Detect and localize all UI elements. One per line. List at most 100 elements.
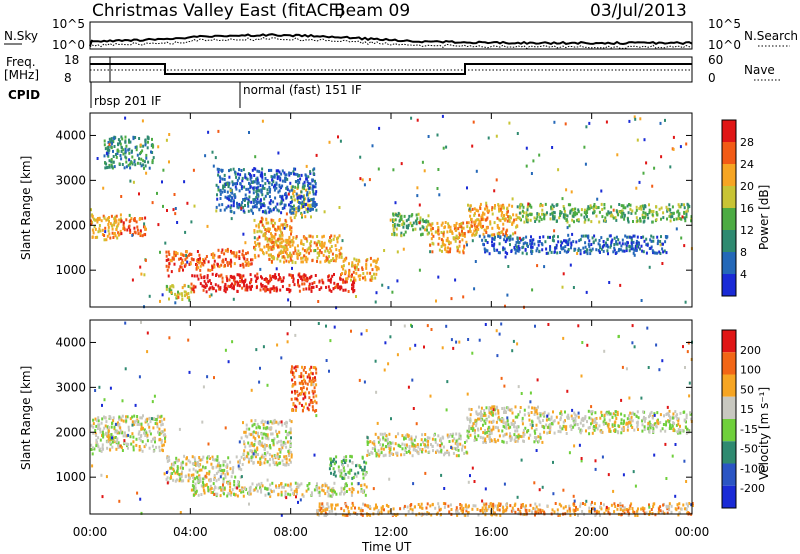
velocity-echo-cell bbox=[290, 397, 293, 401]
power-echo-cell bbox=[225, 275, 228, 279]
power-echo-cell bbox=[301, 247, 304, 251]
velocity-echo-cell bbox=[528, 413, 531, 417]
power-echo-cell bbox=[460, 225, 463, 229]
power-echo-cell bbox=[277, 273, 280, 277]
power-echo-cell bbox=[652, 235, 655, 239]
velocity-echo-cell bbox=[480, 413, 483, 416]
power-noise-cell bbox=[561, 197, 564, 201]
velocity-echo-cell bbox=[144, 420, 147, 424]
power-echo-cell bbox=[288, 283, 291, 287]
power-echo-cell bbox=[205, 290, 208, 294]
power-echo-cell bbox=[278, 277, 281, 281]
power-echo-cell bbox=[276, 202, 279, 206]
power-echo-cell bbox=[256, 178, 259, 182]
power-echo-cell bbox=[340, 255, 343, 259]
power-echo-cell bbox=[134, 145, 137, 149]
power-noise-cell bbox=[450, 297, 453, 301]
power-echo-cell bbox=[477, 209, 480, 213]
power-echo-cell bbox=[242, 263, 244, 267]
velocity-echo-cell bbox=[250, 441, 253, 445]
power-echo-cell bbox=[90, 219, 92, 223]
power-echo-cell bbox=[641, 213, 644, 217]
velocity-echo-cell bbox=[245, 454, 248, 458]
power-echo-cell bbox=[185, 250, 188, 254]
power-echo-cell bbox=[107, 151, 110, 155]
power-echo-cell bbox=[129, 219, 132, 223]
power-echo-cell bbox=[352, 270, 355, 274]
velocity-echo-cell bbox=[272, 441, 275, 445]
velocity-echo-cell bbox=[180, 466, 183, 470]
velocity-echo-cell bbox=[106, 440, 109, 444]
power-echo-cell bbox=[609, 214, 612, 218]
power-echo-cell bbox=[127, 148, 130, 152]
power-echo-cell bbox=[679, 205, 682, 209]
velocity-echo-cell bbox=[233, 480, 236, 483]
power-echo-cell bbox=[630, 241, 633, 245]
power-echo-cell bbox=[288, 173, 291, 177]
velocity-echo-cell bbox=[466, 416, 469, 420]
power-echo-cell bbox=[256, 237, 259, 241]
power-echo-cell bbox=[479, 207, 482, 210]
velocity-echo-cell bbox=[312, 380, 315, 384]
power-echo-cell bbox=[301, 200, 304, 204]
power-echo-cell bbox=[297, 249, 300, 253]
velocity-echo-cell bbox=[296, 482, 299, 486]
velocity-echo-cell bbox=[194, 491, 197, 494]
velocity-echo-cell bbox=[188, 468, 191, 472]
power-noise-cell bbox=[258, 235, 261, 239]
power-echo-cell bbox=[230, 195, 233, 199]
power-echo-cell bbox=[133, 219, 136, 223]
velocity-echo-cell bbox=[292, 491, 295, 495]
power-echo-cell bbox=[312, 178, 314, 182]
power-echo-cell bbox=[315, 208, 318, 212]
power-echo-cell bbox=[606, 213, 609, 217]
velocity-echo-cell bbox=[559, 418, 562, 422]
velocity-echo-cell bbox=[315, 401, 318, 405]
power-echo-cell bbox=[284, 191, 287, 195]
power-echo-cell bbox=[595, 205, 598, 209]
velocity-echo-cell bbox=[530, 411, 533, 414]
velocity-echo-cell bbox=[459, 437, 462, 441]
velocity-echo-cell bbox=[135, 443, 138, 447]
power-echo-cell bbox=[334, 259, 337, 263]
power-echo-cell bbox=[94, 227, 97, 231]
power-echo-cell bbox=[355, 258, 358, 262]
power-echo-cell bbox=[261, 173, 264, 177]
power-echo-cell bbox=[502, 206, 505, 210]
velocity-echo-cell bbox=[689, 411, 691, 415]
velocity-echo-cell bbox=[172, 478, 175, 482]
power-echo-cell bbox=[653, 251, 656, 255]
power-echo-cell bbox=[342, 264, 345, 268]
velocity-echo-cell bbox=[285, 424, 288, 428]
power-echo-cell bbox=[306, 180, 309, 184]
power-noise-cell bbox=[680, 236, 683, 240]
power-echo-cell bbox=[286, 287, 289, 291]
power-echo-cell bbox=[111, 227, 114, 231]
power-echo-cell bbox=[566, 214, 569, 218]
power-noise-cell bbox=[591, 247, 594, 251]
power-echo-cell bbox=[240, 203, 243, 207]
power-echo-cell bbox=[230, 204, 233, 208]
power-echo-cell bbox=[556, 251, 559, 255]
power-echo-cell bbox=[610, 240, 613, 244]
power-echo-cell bbox=[275, 286, 278, 290]
power-echo-cell bbox=[108, 148, 111, 152]
power-echo-cell bbox=[212, 252, 215, 256]
power-echo-cell bbox=[665, 251, 668, 255]
power-echo-cell bbox=[235, 251, 238, 255]
power-echo-cell bbox=[234, 185, 237, 189]
velocity-echo-cell bbox=[549, 423, 552, 426]
velocity-echo-cell bbox=[193, 456, 196, 460]
velocity-echo-cell bbox=[424, 438, 426, 442]
velocity-echo-cell bbox=[370, 450, 373, 454]
power-noise-cell bbox=[248, 131, 250, 134]
power-echo-cell bbox=[138, 137, 141, 140]
power-echo-cell bbox=[398, 223, 401, 227]
velocity-echo-cell bbox=[316, 488, 319, 492]
power-echo-cell bbox=[235, 255, 238, 259]
velocity-echo-cell bbox=[388, 454, 391, 457]
power-echo-cell bbox=[609, 245, 612, 249]
power-noise-cell bbox=[186, 201, 189, 205]
power-echo-cell bbox=[593, 204, 595, 208]
power-echo-cell bbox=[108, 137, 111, 141]
